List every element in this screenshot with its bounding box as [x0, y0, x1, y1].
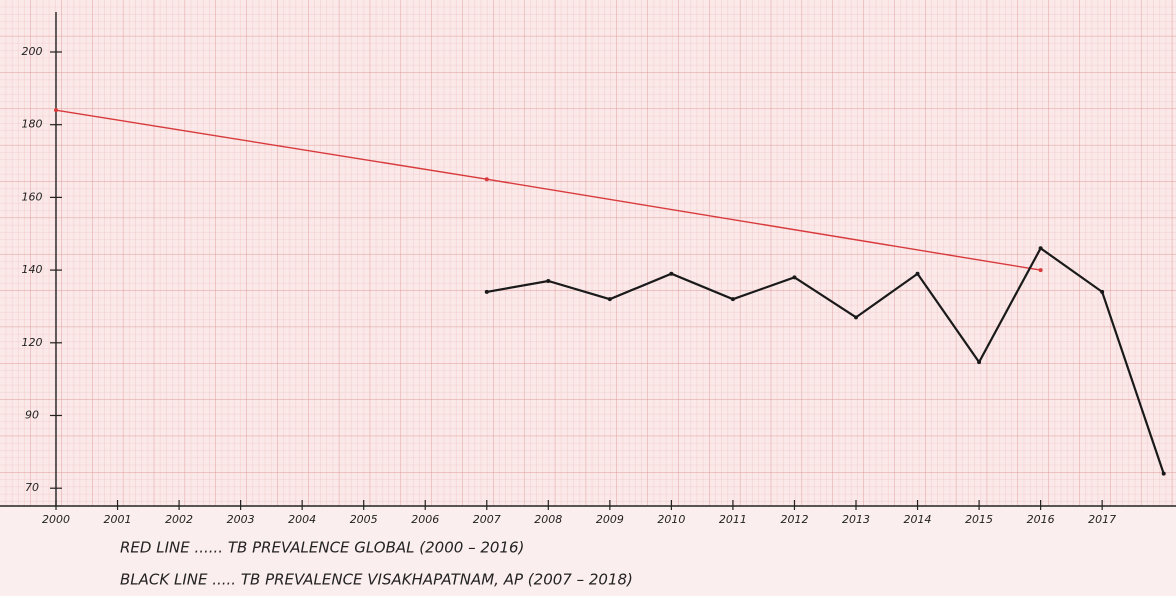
y-tick-label: 90 — [25, 409, 39, 422]
y-tick-label: 160 — [22, 190, 43, 203]
graph-grid — [0, 0, 1176, 506]
x-tick-label: 2001 — [104, 513, 132, 526]
x-tick-label: 2012 — [780, 513, 808, 526]
x-tick-label: 2011 — [719, 513, 747, 526]
point — [1161, 471, 1166, 476]
y-tick-label: 140 — [22, 263, 43, 276]
legend-entry: BLACK LINE ..... TB PREVALENCE VISAKHAPA… — [120, 571, 633, 589]
point — [484, 177, 489, 182]
series-line — [486, 246, 1165, 475]
y-tick-label: 200 — [22, 45, 43, 58]
point — [54, 108, 58, 113]
x-tick-label: 2013 — [842, 513, 870, 526]
x-tick-label: 2005 — [350, 513, 378, 526]
point — [1038, 246, 1043, 251]
point — [1100, 289, 1105, 294]
x-tick-label: 2017 — [1088, 513, 1116, 526]
legend-entry: RED LINE ...... TB PREVALENCE GLOBAL (20… — [120, 539, 524, 557]
x-tick-label: 2015 — [965, 513, 993, 526]
x-tick-label: 2016 — [1027, 513, 1055, 526]
x-tick-label: 2010 — [657, 513, 685, 526]
y-tick-label: 180 — [22, 118, 43, 131]
point — [607, 297, 612, 302]
x-tick-label: 2003 — [227, 513, 255, 526]
x-tick-label: 2000 — [42, 513, 70, 526]
x-tick-label: 2014 — [904, 513, 932, 526]
point — [915, 271, 920, 276]
x-tick-label: 2006 — [411, 513, 439, 526]
point — [854, 315, 858, 320]
point — [1038, 268, 1043, 273]
point — [484, 289, 489, 294]
y-tick-label: 120 — [22, 336, 43, 349]
x-tick-label: 2009 — [596, 513, 624, 526]
point — [546, 279, 551, 284]
x-tick-label: 2004 — [288, 513, 316, 526]
y-tick-label: 70 — [25, 481, 39, 494]
x-tick-label: 2002 — [165, 513, 193, 526]
point — [669, 271, 674, 276]
x-tick-label: 2007 — [473, 513, 501, 526]
x-tick-label: 2008 — [534, 513, 562, 526]
point — [730, 297, 735, 302]
point — [977, 360, 982, 365]
point — [792, 275, 797, 280]
